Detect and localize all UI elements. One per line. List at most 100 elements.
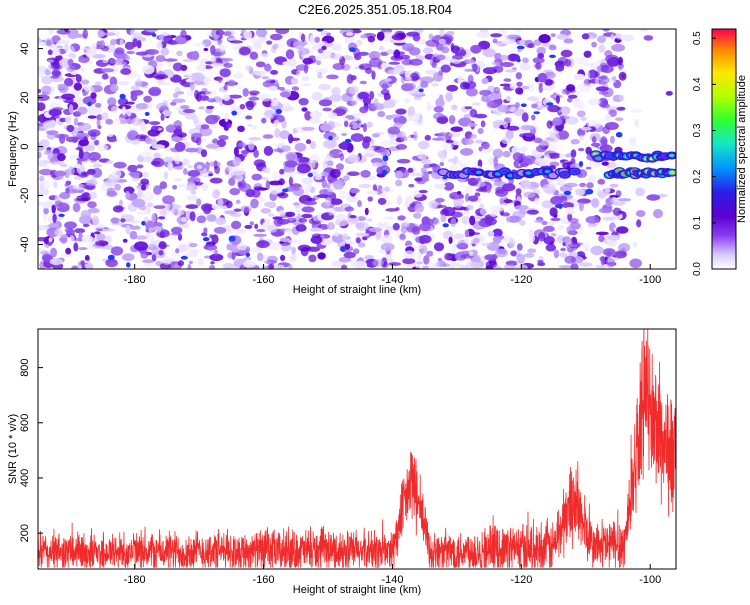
- spectral-blob: [465, 185, 473, 196]
- spectral-blob: [501, 136, 512, 145]
- spectral-blob: [101, 73, 109, 80]
- spectral-blob: [208, 161, 222, 167]
- spectral-blob: [559, 153, 566, 159]
- spectral-blob: [84, 254, 90, 262]
- spectral-blob: [112, 205, 124, 213]
- spectrogram-panel: -180 -160 -140 -120 -100 -40 -20 0 20 40 Height …: [7, 28, 677, 296]
- spectral-blob: [527, 82, 535, 92]
- spectral-blob: [477, 159, 483, 169]
- spectral-blob: [614, 250, 627, 259]
- spectral-blob: [509, 82, 517, 90]
- spectral-blob: [173, 165, 183, 170]
- spectral-blob: [136, 40, 142, 49]
- spectral-blob: [508, 238, 516, 248]
- spectral-blob: [481, 77, 489, 85]
- spectral-blob: [382, 100, 396, 109]
- spectral-blob: [290, 77, 299, 85]
- spectral-blob: [609, 194, 620, 199]
- spectral-blob: [217, 76, 223, 84]
- spectral-blob: [426, 218, 434, 225]
- spectral-blob: [516, 253, 526, 264]
- spectral-blob: [527, 248, 537, 253]
- spectral-blob: [257, 252, 264, 262]
- spectral-blob: [202, 237, 210, 242]
- spectral-blob: [186, 89, 194, 97]
- spectral-blob: [205, 90, 217, 97]
- spectral-blob: [297, 244, 311, 252]
- spectral-blob: [369, 57, 383, 68]
- spectral-blob: [454, 52, 461, 56]
- spectral-blob: [186, 184, 198, 192]
- spectral-blob: [359, 106, 369, 114]
- spectral-blob: [556, 47, 571, 51]
- echo-blob: [438, 169, 448, 175]
- spectral-blob: [465, 261, 480, 269]
- spectral-blob: [139, 135, 146, 139]
- spectral-blob: [440, 214, 447, 223]
- spectral-blob: [408, 82, 416, 91]
- spectral-blob: [408, 90, 420, 96]
- spectral-blob: [300, 33, 306, 43]
- spectral-blob: [591, 136, 597, 144]
- spectral-blob: [38, 94, 50, 101]
- spectral-blob: [126, 262, 131, 268]
- spectral-blob: [148, 227, 154, 234]
- spectral-blob: [405, 76, 413, 81]
- spectral-blob: [96, 233, 106, 241]
- spectral-blob: [503, 199, 513, 204]
- spectral-blob: [433, 242, 445, 252]
- spectral-blob: [488, 66, 499, 70]
- spectral-blob: [55, 45, 64, 49]
- spectral-blob: [314, 55, 323, 61]
- spectral-blob: [452, 141, 462, 146]
- spectral-blob: [238, 142, 246, 147]
- spectral-blob: [377, 111, 386, 118]
- spectral-blob: [209, 177, 223, 184]
- spectral-blob: [567, 97, 573, 103]
- spectral-blob: [198, 106, 205, 110]
- spectral-blob: [58, 213, 65, 217]
- spectral-blob: [100, 39, 105, 49]
- spectral-blob: [199, 95, 209, 101]
- spectral-blob: [84, 179, 98, 186]
- spectral-blob: [423, 255, 430, 265]
- spectral-blob: [516, 45, 525, 50]
- spectral-blob: [538, 231, 546, 242]
- spectral-blob: [392, 39, 407, 43]
- spectral-blob: [602, 248, 616, 257]
- spectral-blob: [521, 85, 530, 90]
- spectral-blob: [584, 247, 590, 253]
- spectral-blob: [130, 220, 141, 224]
- spectral-blob: [162, 195, 175, 204]
- spectral-blob: [501, 212, 510, 217]
- spectral-blob: [124, 101, 135, 105]
- spectral-blob: [267, 264, 274, 269]
- spectral-blob: [433, 183, 446, 189]
- spectral-blob: [345, 241, 355, 245]
- spectral-blob: [245, 65, 253, 72]
- spectral-blob: [149, 121, 161, 126]
- spectral-blob: [69, 154, 79, 160]
- spectral-blob: [133, 46, 139, 52]
- spectral-blob: [150, 125, 159, 132]
- spectral-blob: [617, 198, 632, 202]
- spectral-blob: [174, 177, 183, 182]
- spectral-blob: [87, 129, 101, 137]
- spectral-blob: [465, 204, 474, 211]
- spectral-blob: [82, 136, 89, 145]
- spectral-blob: [272, 43, 279, 50]
- spectral-blob: [175, 248, 180, 254]
- spectral-blob: [462, 210, 470, 215]
- echo-blob-core: [669, 170, 676, 175]
- spectral-blob: [275, 29, 290, 35]
- spectral-blob: [295, 156, 310, 163]
- spectral-blob: [39, 168, 53, 176]
- spectral-blob: [550, 33, 556, 37]
- spectral-blob: [395, 179, 403, 187]
- spectral-blob: [396, 158, 411, 164]
- spectral-blob: [209, 264, 216, 269]
- y-tick-label: 400: [19, 469, 31, 487]
- spectral-blob: [375, 230, 382, 240]
- colorbar-tick-label: 0.4: [692, 77, 703, 91]
- colorbar-tick-label: 0.3: [692, 123, 703, 137]
